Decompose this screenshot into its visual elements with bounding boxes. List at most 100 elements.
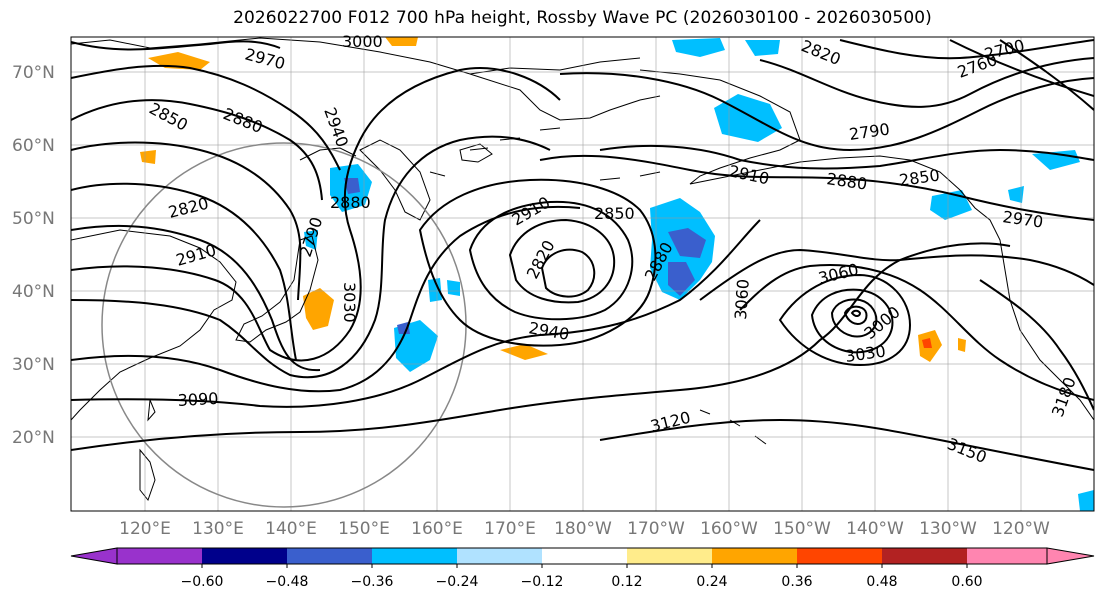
contour-label: 3060 xyxy=(731,278,753,320)
colorbar-segment xyxy=(457,548,542,564)
height-contour xyxy=(468,200,634,321)
colorbar-segment xyxy=(797,548,882,564)
contour-label: 2880 xyxy=(330,193,371,212)
anomaly-patch xyxy=(745,40,780,56)
longitude-labels: 120°E 130°E 140°E 150°E 160°E 170°E 180°… xyxy=(119,519,1050,539)
height-contour xyxy=(830,298,878,338)
coastline-alaska xyxy=(639,69,911,185)
height-contour xyxy=(949,39,1094,97)
colorbar-segment xyxy=(712,548,797,564)
height-contour xyxy=(540,248,596,298)
lon-label: 150°E xyxy=(338,519,390,539)
latitude-labels: 70°N 60°N 50°N 40°N 30°N 20°N xyxy=(12,63,55,448)
height-contour xyxy=(843,305,868,325)
height-contour xyxy=(71,64,341,171)
height-contour xyxy=(71,219,761,408)
height-contour xyxy=(418,178,657,347)
height-contour xyxy=(999,39,1094,111)
height-contours xyxy=(71,39,1094,471)
height-contour xyxy=(739,264,1094,401)
colorbar-segment xyxy=(882,548,967,564)
anomaly-patch xyxy=(303,288,334,330)
anomaly-patch xyxy=(447,280,460,296)
colorbar-tick-label: −0.48 xyxy=(266,574,309,590)
height-contour xyxy=(759,57,1094,108)
coastline-na-west xyxy=(909,159,1094,421)
anomaly-patch xyxy=(958,338,966,352)
coastline-taiwan-philippines xyxy=(139,399,156,502)
contour-label: 3000 xyxy=(342,32,383,51)
anomaly-patch xyxy=(344,178,360,194)
anomaly-patch xyxy=(930,190,972,220)
height-contour xyxy=(71,40,281,51)
height-contour xyxy=(71,99,323,201)
height-contour xyxy=(850,309,862,317)
height-contour xyxy=(71,205,581,393)
height-contour xyxy=(599,144,1094,170)
anomaly-patch xyxy=(1078,490,1094,511)
colorbar-tick-label: −0.12 xyxy=(521,574,564,590)
lon-label: 140°E xyxy=(265,519,317,539)
contour-label: 2850 xyxy=(594,204,635,223)
lon-label: 170°W xyxy=(627,519,685,539)
lon-label: 160°E xyxy=(411,519,463,539)
lat-label: 70°N xyxy=(12,63,55,83)
coastline-japan xyxy=(235,235,319,343)
height-contour xyxy=(778,273,912,367)
graticule xyxy=(71,37,1094,511)
colorbar-tick-label: 0.48 xyxy=(866,574,897,590)
colorbar-segment xyxy=(117,548,202,564)
colorbar-segment xyxy=(967,548,1047,564)
anomaly-patch xyxy=(385,37,418,46)
anomaly-patch xyxy=(668,262,695,296)
height-contour xyxy=(539,154,1094,221)
colorbar-extend-left xyxy=(70,547,118,565)
height-contour xyxy=(559,72,1094,152)
coastline-chukotka xyxy=(469,73,661,121)
height-contour xyxy=(71,135,551,379)
colorbar-segment xyxy=(372,548,457,564)
colorbar-tick-label: 0.36 xyxy=(781,574,812,590)
height-contour xyxy=(979,279,1094,411)
height-contour xyxy=(839,39,1094,60)
anomaly-patch xyxy=(500,344,548,360)
anomaly-patch xyxy=(922,338,932,348)
lon-label: 140°W xyxy=(846,519,904,539)
colorbar-ticks xyxy=(201,564,968,568)
lon-label: 130°E xyxy=(192,519,244,539)
colorbar-tick-label: 0.24 xyxy=(696,574,727,590)
anomaly-patch xyxy=(428,278,442,302)
anomaly-patch xyxy=(668,228,706,258)
colorbar-tick-label: 0.12 xyxy=(611,574,642,590)
lon-label: 120°W xyxy=(992,519,1050,539)
lon-label: 130°W xyxy=(919,519,977,539)
lat-label: 30°N xyxy=(12,355,55,375)
height-contour xyxy=(508,218,616,304)
contour-label: 3030 xyxy=(340,282,359,323)
lon-label: 170°E xyxy=(484,519,536,539)
colorbar: −0.60 −0.48 −0.36 −0.24 −0.12 0.12 0.24 … xyxy=(70,547,1095,590)
coastline-korea-china xyxy=(71,229,237,421)
contour-label: 3090 xyxy=(177,389,219,410)
lon-label: 120°E xyxy=(119,519,171,539)
height-contour xyxy=(599,418,1094,471)
lat-label: 50°N xyxy=(12,209,55,229)
colorbar-segment xyxy=(542,548,627,564)
height-contour xyxy=(71,242,1011,451)
colorbar-tick-label: −0.24 xyxy=(436,574,479,590)
colorbar-segment xyxy=(202,548,287,564)
height-contour xyxy=(699,248,1094,301)
height-contour xyxy=(810,288,894,354)
lon-label: 150°W xyxy=(773,519,831,539)
colorbar-tick-label: −0.36 xyxy=(351,574,394,590)
map-title: 2026022700 F012 700 hPa height, Rossby W… xyxy=(233,8,932,28)
colorbar-border xyxy=(116,547,1048,565)
anomaly-patch xyxy=(672,38,725,57)
lon-label: 180°W xyxy=(554,519,612,539)
height-contour xyxy=(71,67,561,362)
anomaly-patch xyxy=(140,150,156,164)
colorbar-tick-label: −0.60 xyxy=(181,574,224,590)
height-contour xyxy=(71,182,297,361)
lat-label: 40°N xyxy=(12,282,55,302)
